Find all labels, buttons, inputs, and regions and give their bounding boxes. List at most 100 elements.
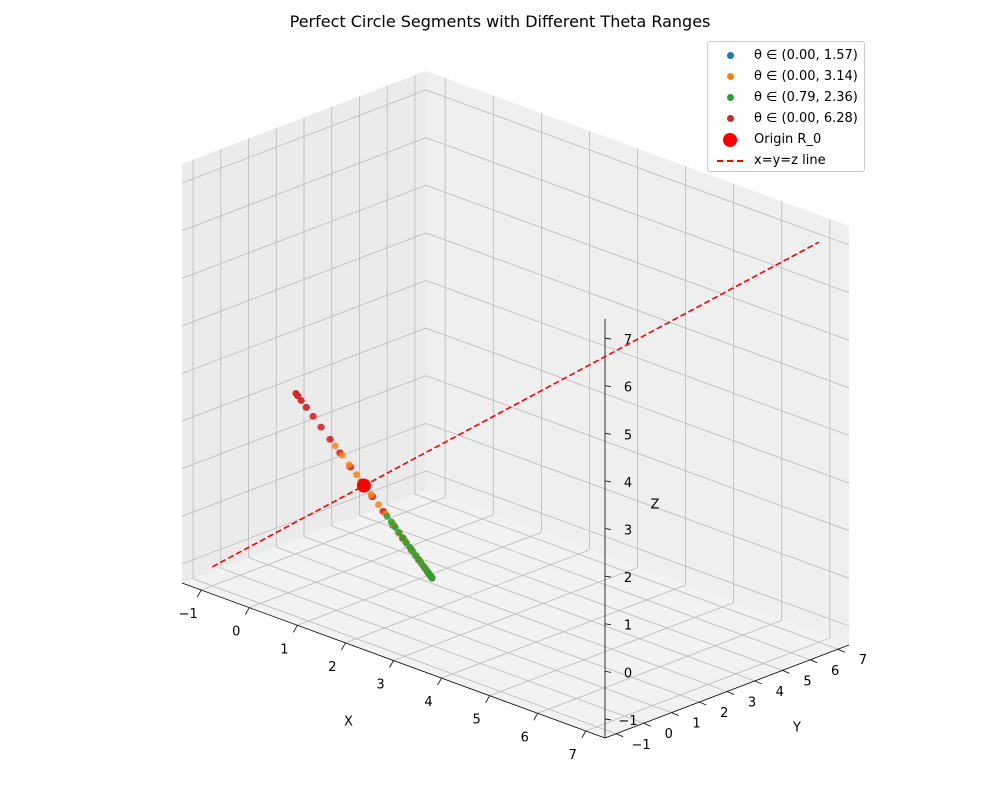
z-tick-label: 6 xyxy=(624,381,632,396)
data-point xyxy=(316,423,324,431)
reference-line xyxy=(211,241,820,568)
y-tick-label: 6 xyxy=(831,664,839,679)
data-point xyxy=(309,413,316,420)
x-tick-label: 3 xyxy=(376,678,384,693)
legend-item: x=y=z line xyxy=(714,150,858,171)
legend-item: θ ∈ (0.79, 2.36) xyxy=(714,87,858,108)
y-gridline xyxy=(220,149,644,724)
x-tick-label: 6 xyxy=(521,730,529,745)
x-tick xyxy=(485,695,490,703)
z-tick xyxy=(604,718,612,721)
data-point xyxy=(327,435,334,443)
x-tick-label: 2 xyxy=(328,660,336,675)
x-tick xyxy=(581,730,587,739)
z-tick-label: 2 xyxy=(624,571,632,586)
data-point xyxy=(387,518,395,526)
x-tick-label: 1 xyxy=(280,642,288,657)
z-tick xyxy=(604,432,612,435)
data-point xyxy=(399,534,407,542)
x-gridline xyxy=(201,78,446,591)
x-gridline xyxy=(393,148,638,661)
legend-item: θ ∈ (0.00, 1.57) xyxy=(714,45,858,66)
z-gridline xyxy=(181,137,850,294)
x-tick-label: 5 xyxy=(472,713,480,728)
z-tick xyxy=(604,623,612,626)
x-gridline xyxy=(345,130,590,644)
x-tick xyxy=(533,713,539,721)
data-point xyxy=(309,412,317,420)
legend-item: Origin R_0 xyxy=(714,129,858,150)
y-tick xyxy=(810,659,818,664)
x-gridline xyxy=(585,219,831,732)
x-gridline xyxy=(489,183,735,697)
legend-line-marker xyxy=(717,159,743,162)
z-tick xyxy=(604,528,612,530)
y-tick xyxy=(671,712,679,717)
z-tick-label: −1 xyxy=(618,714,637,729)
z-gridline xyxy=(181,375,850,532)
y-tick-label: 7 xyxy=(859,653,867,668)
data-point xyxy=(345,461,353,469)
z-tick-label: 7 xyxy=(624,333,632,348)
y-tick xyxy=(615,733,624,738)
data-point xyxy=(325,435,333,443)
data-point xyxy=(353,471,360,479)
y-gridline xyxy=(414,75,839,650)
y-gridline xyxy=(386,85,811,661)
z-axis-label: Z xyxy=(651,498,660,513)
x-tick-label: −1 xyxy=(179,607,198,622)
data-point xyxy=(375,501,382,508)
z-gridline xyxy=(181,280,850,436)
z-tick xyxy=(604,670,612,673)
y-gridline xyxy=(331,106,755,682)
legend-item: θ ∈ (0.00, 3.14) xyxy=(714,66,858,87)
x-tick-label: 7 xyxy=(569,748,577,763)
data-point xyxy=(403,539,410,546)
z-tick xyxy=(604,480,612,483)
legend-label: θ ∈ (0.00, 1.57) xyxy=(754,48,858,63)
z-gridline xyxy=(181,184,850,341)
y-gridline xyxy=(275,128,700,703)
z-gridline xyxy=(181,470,850,627)
x-gridline xyxy=(537,201,783,714)
data-marks xyxy=(211,241,820,582)
z-tick-label: 0 xyxy=(624,666,632,681)
z-tick-label: 1 xyxy=(624,619,632,634)
data-point xyxy=(395,529,403,536)
x-tick xyxy=(437,677,442,686)
x-tick xyxy=(196,589,202,598)
legend-marker xyxy=(726,73,734,80)
legend-item: θ ∈ (0.00, 6.28) xyxy=(714,108,858,129)
x-tick xyxy=(389,660,394,668)
z-tick xyxy=(604,385,612,388)
legend-label: Origin R_0 xyxy=(754,132,822,147)
z-gridline xyxy=(181,232,850,389)
x-axis-label: X xyxy=(344,715,353,730)
y-tick xyxy=(754,680,762,685)
origin-marker xyxy=(356,478,371,493)
z-gridline xyxy=(181,89,850,246)
y-gridline xyxy=(248,138,672,714)
legend-marker xyxy=(726,94,734,101)
y-gridline xyxy=(192,159,617,735)
legend-marker xyxy=(726,115,734,122)
legend-label: x=y=z line xyxy=(754,153,826,168)
z-tick-label: 5 xyxy=(624,428,632,443)
y-tick xyxy=(699,701,707,706)
data-point xyxy=(331,442,339,450)
x-tick xyxy=(341,642,346,651)
z-gridline xyxy=(181,422,850,579)
legend-label: θ ∈ (0.79, 2.36) xyxy=(754,90,858,105)
data-point xyxy=(383,512,391,520)
y-axis-label: Y xyxy=(792,721,801,736)
z-tick xyxy=(604,337,612,340)
x-tick xyxy=(244,607,250,615)
z-gridline xyxy=(181,327,850,484)
x-tick-label: 0 xyxy=(232,625,240,640)
x-tick-label: 4 xyxy=(424,695,432,710)
legend-label: θ ∈ (0.00, 6.28) xyxy=(754,111,858,126)
y-tick-label: 1 xyxy=(692,717,700,732)
x-gridline xyxy=(249,95,494,609)
data-point xyxy=(297,397,305,404)
